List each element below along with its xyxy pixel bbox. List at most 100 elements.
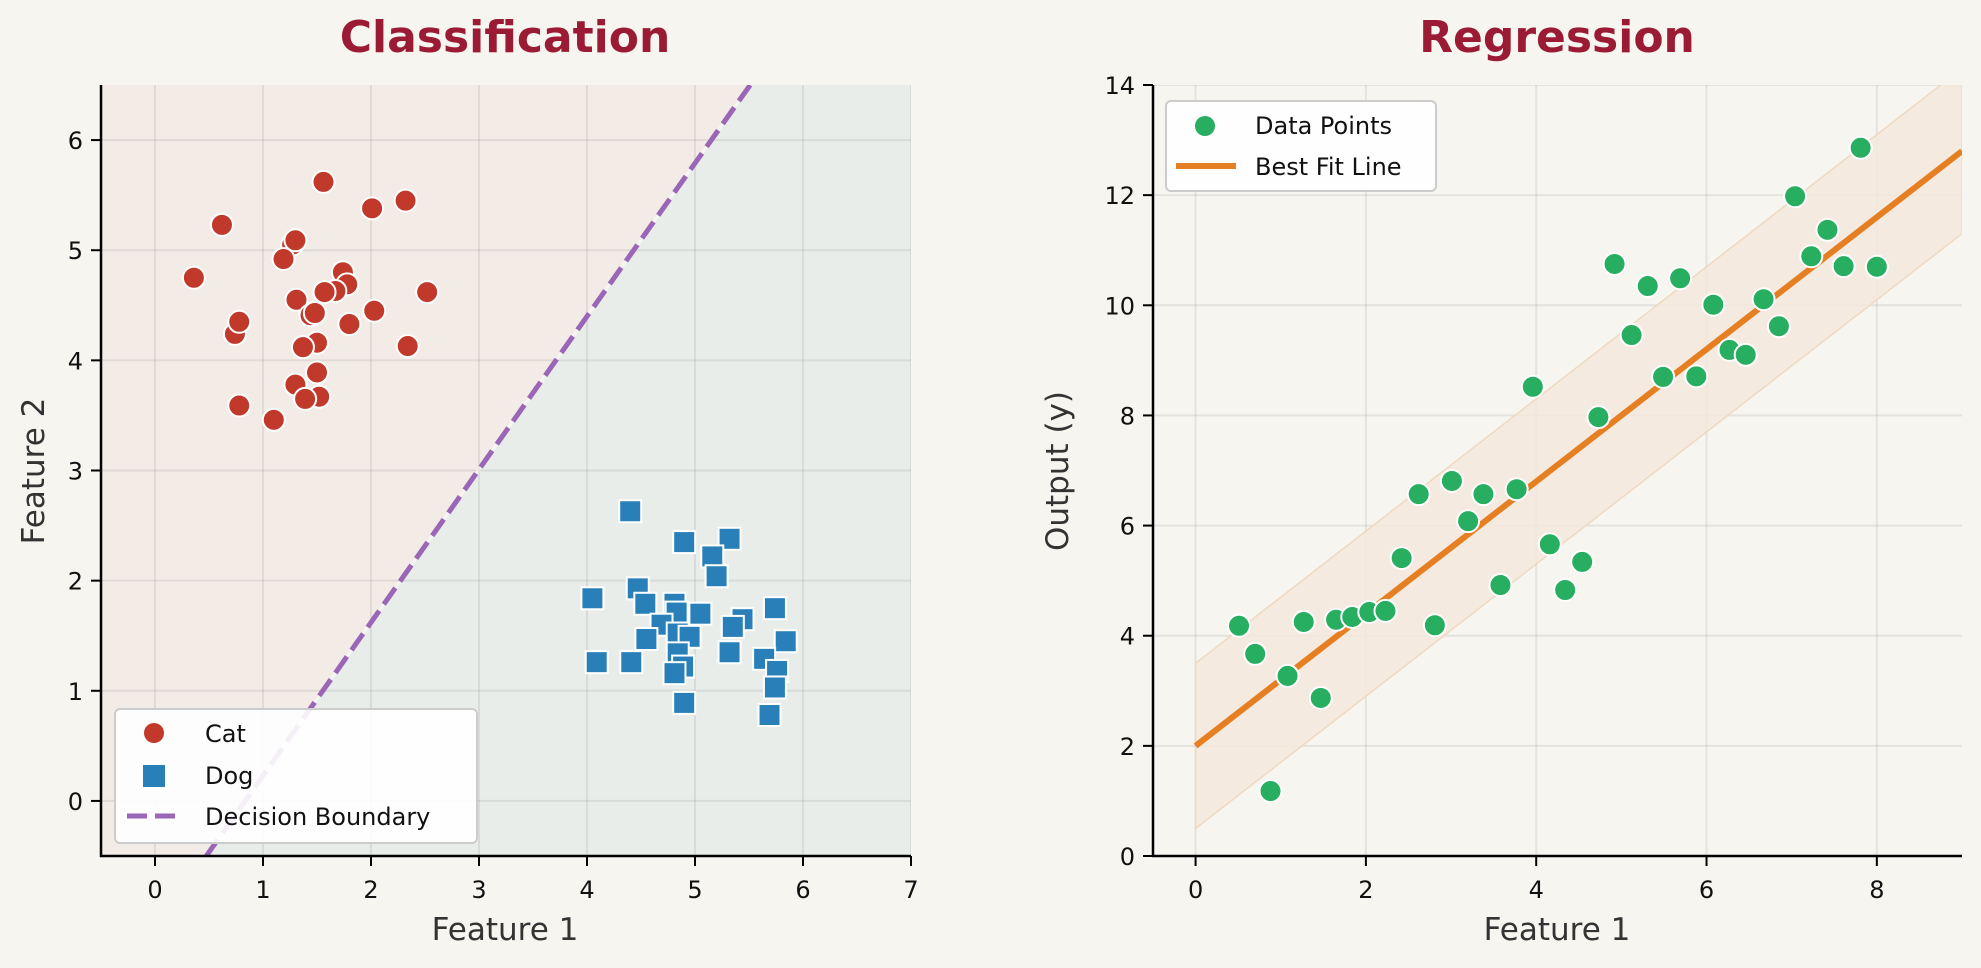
cat-point	[415, 280, 440, 305]
data-point	[1422, 613, 1447, 638]
y-tick-label: 6	[68, 127, 83, 155]
data-point	[1651, 364, 1676, 389]
legend-cat-marker	[144, 723, 164, 743]
x-axis-label: Feature 1	[432, 912, 579, 948]
regression-chart: 0 2 4 6 8 0 2 4 6 8 10 12 14 Regression Feature 1 Ou…	[1040, 12, 1962, 948]
x-tick-label: 6	[1699, 876, 1714, 904]
y-tick-label: 0	[1120, 843, 1135, 871]
y-tick-label: 10	[1104, 292, 1135, 320]
data-point	[1848, 135, 1873, 160]
data-point	[1831, 254, 1856, 279]
dog-point	[704, 564, 729, 589]
legend-dog-label: Dog	[205, 762, 253, 790]
cat-point	[311, 169, 336, 194]
y-axis-label: Output (y)	[1040, 391, 1076, 551]
classification-chart: 0 1 2 3 4 5 6 7 0 1 2 3 4 5 6 Classification Feature 1…	[16, 12, 919, 948]
cat-point	[261, 407, 286, 432]
x-tick-label: 6	[795, 876, 810, 904]
cat-point	[271, 247, 296, 272]
points	[1227, 135, 1889, 804]
data-point	[1291, 609, 1316, 634]
data-point	[1553, 578, 1578, 603]
dog-point	[757, 703, 782, 728]
data-point	[1619, 323, 1644, 348]
y-tick-label: 2	[68, 568, 83, 596]
data-point	[1586, 405, 1611, 430]
data-point	[1471, 482, 1496, 507]
confidence-band-area	[1194, 85, 1962, 830]
x-tick-label: 0	[1188, 876, 1203, 904]
data-point	[1520, 374, 1545, 399]
data-point	[1389, 546, 1414, 571]
cat-point	[305, 360, 329, 385]
x-tick-label: 7	[903, 876, 918, 904]
cat-point	[227, 309, 252, 334]
best-fit-line	[1193, 148, 1962, 749]
x-tick-label: 1	[255, 876, 270, 904]
dog-point	[634, 627, 659, 652]
data-point	[1258, 779, 1283, 804]
legend-points-label: Data Points	[1255, 112, 1392, 140]
data-point	[1751, 287, 1776, 312]
axes: 0 1 2 3 4 5 6 7 0 1 2 3 4 5 6	[68, 85, 919, 904]
dog-point	[700, 544, 725, 569]
y-tick-label: 0	[68, 788, 83, 816]
axes: 0 2 4 6 8 0 2 4 6 8 10 12 14	[1104, 72, 1962, 904]
cat-point	[283, 228, 308, 253]
dog-point	[580, 586, 605, 611]
x-axis-label: Feature 1	[1484, 912, 1631, 948]
data-point	[1766, 314, 1791, 339]
data-point	[1243, 641, 1268, 666]
cat-point	[181, 265, 206, 290]
dog-point	[717, 526, 742, 551]
cat-region	[101, 85, 751, 856]
cat-point	[393, 188, 418, 213]
data-point	[1504, 477, 1529, 502]
data-point	[1488, 573, 1513, 598]
x-tick-label: 8	[1869, 876, 1884, 904]
x-tick-label: 2	[1358, 876, 1373, 904]
cat-point	[362, 298, 387, 323]
y-tick-label: 6	[1120, 513, 1135, 541]
data-point	[1406, 482, 1431, 507]
y-axis-label: Feature 2	[16, 398, 52, 545]
legend-dog-marker	[143, 765, 165, 787]
confidence-band	[1194, 85, 1962, 830]
data-point	[1635, 274, 1660, 299]
y-tick-label: 8	[1120, 402, 1135, 430]
dog-point	[762, 596, 787, 621]
data-point	[1227, 613, 1252, 638]
dog-point	[688, 601, 713, 626]
legend-points-marker	[1195, 116, 1215, 136]
chart-title: Regression	[1419, 12, 1695, 63]
data-point	[1701, 292, 1726, 317]
dog-point	[717, 640, 742, 665]
data-point	[1602, 251, 1627, 276]
dog-point	[633, 591, 658, 616]
y-tick-label: 4	[1120, 623, 1135, 651]
cat-point	[290, 335, 315, 360]
dog-point	[773, 629, 798, 654]
cat-point	[337, 312, 362, 337]
x-tick-label: 4	[1529, 876, 1544, 904]
cat-point	[395, 334, 420, 359]
dog-point	[672, 530, 697, 555]
dog-point	[672, 690, 697, 715]
cat-point	[293, 386, 318, 411]
cat-point	[360, 196, 385, 221]
data-point	[1815, 217, 1840, 242]
data-point	[1733, 342, 1758, 367]
data-point	[1275, 663, 1300, 688]
data-point	[1439, 468, 1464, 493]
data-point	[1570, 549, 1595, 574]
legend: Cat Dog Decision Boundary	[114, 708, 478, 844]
data-point	[1456, 509, 1481, 534]
y-tick-label: 1	[68, 678, 83, 706]
cat-point	[312, 280, 337, 305]
x-tick-label: 4	[579, 876, 594, 904]
x-tick-label: 2	[363, 876, 378, 904]
y-tick-label: 3	[68, 458, 83, 486]
dog-point	[618, 499, 643, 524]
dog-point	[720, 614, 745, 639]
y-tick-label: 4	[68, 347, 83, 375]
